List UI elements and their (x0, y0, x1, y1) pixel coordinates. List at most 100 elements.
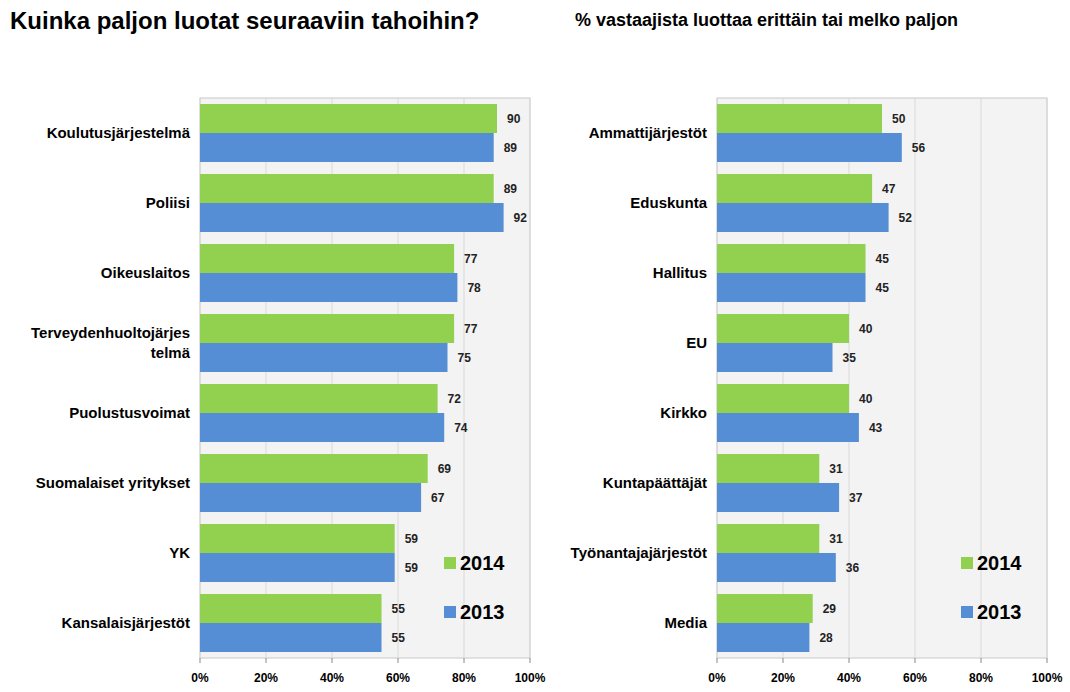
bar (717, 413, 859, 442)
bar (200, 483, 421, 512)
data-label: 35 (843, 351, 857, 365)
bar (200, 104, 497, 133)
tick-mark (398, 658, 399, 663)
tick-label: 0% (191, 671, 209, 685)
legend-label: 2013 (977, 601, 1022, 623)
tick-label: 100% (1032, 671, 1063, 685)
category-label: Terveydenhuoltojärjestelmä (31, 324, 191, 361)
bar (717, 623, 809, 652)
data-label: 31 (829, 532, 843, 546)
bar (200, 623, 382, 652)
plot-area (200, 98, 530, 658)
data-label: 47 (882, 182, 896, 196)
bar (200, 413, 444, 442)
labels: Koulutusjärjestelmä9089Poliisi8992Oikeus… (31, 112, 527, 645)
category-label: Koulutusjärjestelmä (47, 124, 191, 141)
tick-label: 60% (903, 671, 927, 685)
bar (717, 133, 902, 162)
bar (717, 553, 836, 582)
legend-label: 2014 (977, 552, 1022, 574)
data-label: 89 (504, 182, 518, 196)
tick-mark (915, 658, 916, 663)
category-label: Kirkko (660, 404, 707, 421)
category-label: Puolustusvoimat (69, 404, 190, 421)
data-label: 77 (464, 252, 478, 266)
data-label: 56 (912, 141, 926, 155)
tick-label: 0% (708, 671, 726, 685)
tick-label: 80% (969, 671, 993, 685)
tick-label: 20% (254, 671, 278, 685)
bar (717, 273, 866, 302)
data-label: 50 (892, 112, 906, 126)
data-label: 67 (431, 491, 445, 505)
data-label: 45 (876, 281, 890, 295)
chart-0: 0% 20% 40% 60% 80% 100% Koulutusjärjestelmä 90 8… (31, 98, 546, 685)
category-label: Oikeuslaitos (101, 264, 190, 281)
bar (200, 203, 504, 232)
legend-swatch (444, 557, 456, 569)
bar (200, 343, 448, 372)
data-label: 45 (876, 252, 890, 266)
category-label: Ammattijärjestöt (589, 124, 707, 141)
bar (200, 244, 454, 273)
data-label: 36 (846, 561, 860, 575)
category-label: YK (169, 544, 190, 561)
data-label: 72 (448, 392, 462, 406)
data-label: 55 (392, 631, 406, 645)
data-label: 31 (829, 462, 843, 476)
bar (200, 273, 457, 302)
category-label: Kuntapäättäjät (603, 474, 707, 491)
tick-mark (717, 658, 718, 663)
data-label: 59 (405, 532, 419, 546)
category-label: EU (686, 334, 707, 351)
bar (717, 384, 849, 413)
tick-label: 20% (771, 671, 795, 685)
data-label: 89 (504, 141, 518, 155)
data-label: 59 (405, 561, 419, 575)
bar (200, 553, 395, 582)
bar (717, 483, 839, 512)
bar (717, 343, 833, 372)
bar (717, 244, 866, 273)
data-label: 40 (859, 322, 873, 336)
bar (200, 314, 454, 343)
tick-label: 80% (452, 671, 476, 685)
tick-mark (464, 658, 465, 663)
grid-line (981, 98, 982, 658)
legend-label: 2013 (460, 601, 505, 623)
bar (717, 104, 882, 133)
category-label: Työnantajajärjestöt (571, 544, 707, 561)
bar (200, 174, 494, 203)
data-label: 37 (849, 491, 863, 505)
category-label: Hallitus (653, 264, 707, 281)
chart-canvas: 0% 20% 40% 60% 80% 100% Koulutusjärjestelmä 90 8… (0, 0, 1070, 692)
data-label: 55 (392, 602, 406, 616)
tick-label: 100% (515, 671, 546, 685)
data-label: 90 (507, 112, 521, 126)
bar (200, 454, 428, 483)
bar (717, 454, 819, 483)
data-label: 43 (869, 421, 883, 435)
bar (717, 314, 849, 343)
bar (717, 524, 819, 553)
legend-label: 2014 (460, 552, 505, 574)
tick-label: 60% (386, 671, 410, 685)
bar (200, 524, 395, 553)
tick-mark (530, 658, 531, 663)
category-label: Media (664, 614, 707, 631)
subtitle: % vastaajista luottaa erittäin tai melko… (575, 10, 958, 30)
data-label: 77 (464, 322, 478, 336)
tick-label: 40% (320, 671, 344, 685)
category-label: Eduskunta (630, 194, 707, 211)
tick-mark (783, 658, 784, 663)
data-label: 75 (458, 351, 472, 365)
tick-mark (200, 658, 201, 663)
bar (717, 203, 889, 232)
tick-mark (1047, 658, 1048, 663)
category-label: Poliisi (146, 194, 190, 211)
bar (717, 594, 813, 623)
legend-swatch (444, 606, 456, 618)
chart-1: % vastaajista luottaa erittäin tai melko… (571, 10, 1063, 685)
data-label: 29 (823, 602, 837, 616)
tick-mark (332, 658, 333, 663)
